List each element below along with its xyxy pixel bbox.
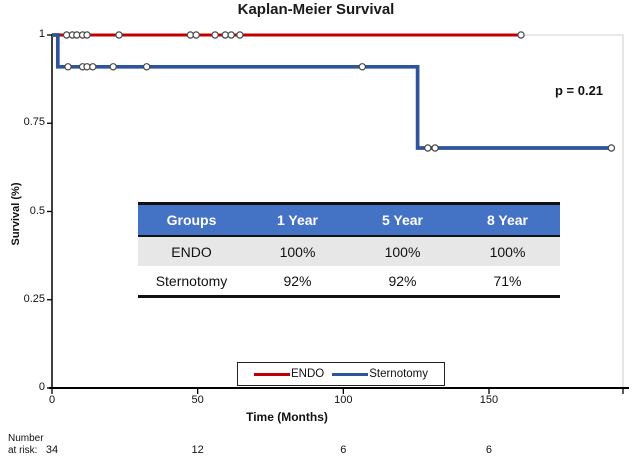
number-at-risk-label-line2: at risk: [8, 445, 38, 456]
table-cell-value: 71% [493, 272, 522, 289]
table-cell-value: 100% [489, 243, 526, 260]
table-header-8year: 8 Year [486, 212, 528, 228]
endo-line-swatch [253, 372, 290, 376]
x-tick-label: 0 [48, 394, 56, 406]
censor-mark-sternotomy [424, 144, 432, 152]
censor-mark-endo [115, 31, 123, 39]
legend-label-sternotomy: Sternotomy [369, 368, 429, 380]
table-row-sternotomy: Sternotomy 92% 92% 71% [138, 266, 560, 295]
summary-table-header: Groups 1 Year 5 Year 8 Year [138, 205, 560, 237]
number-at-risk-value: 6 [485, 444, 493, 456]
y-tick-label: 1 [38, 28, 45, 40]
legend-label-endo: ENDO [290, 368, 325, 380]
curve-sternotomy [52, 33, 612, 150]
number-at-risk-value: 6 [340, 444, 347, 456]
p-value-annotation: p = 0.21 [554, 83, 604, 98]
table-cell-value: 100% [384, 243, 421, 260]
legend-item-endo: ENDO [253, 368, 325, 380]
legend-item-sternotomy: Sternotomy [332, 368, 428, 380]
y-tick-label: 0 [38, 381, 45, 393]
x-tick-label: 100 [334, 394, 353, 406]
censor-mark-sternotomy [607, 144, 616, 152]
table-row-endo: ENDO 100% 100% 100% [138, 237, 560, 266]
censor-mark-endo [192, 31, 200, 39]
censor-mark-endo [211, 31, 219, 39]
chart-title: Kaplan-Meier Survival [237, 1, 395, 18]
censor-mark-sternotomy [89, 63, 97, 71]
table-header-groups: Groups [166, 212, 217, 228]
x-tick-label: 150 [479, 394, 499, 406]
table-cell-group: Sternotomy [155, 272, 228, 289]
number-at-risk-label: Number at risk: [8, 433, 44, 457]
censor-mark-sternotomy [109, 63, 117, 71]
censor-mark-sternotomy [431, 144, 439, 152]
table-header-5year: 5 Year [381, 212, 423, 228]
number-at-risk-value: 12 [191, 444, 204, 456]
legend: ENDO Sternotomy [237, 362, 445, 386]
y-tick-label: 0.25 [23, 292, 45, 305]
censor-mark-endo [83, 31, 91, 39]
number-at-risk-value: 34 [45, 444, 59, 456]
censor-mark-endo [236, 31, 244, 39]
censor-mark-endo [517, 31, 525, 39]
table-cell-value: 92% [283, 272, 312, 289]
table-cell-value: 92% [388, 272, 417, 289]
summary-table: Groups 1 Year 5 Year 8 Year ENDO 100% 10… [138, 202, 560, 298]
y-tick-label: 0.5 [29, 204, 45, 217]
x-axis-label: Time (Months) [246, 410, 328, 424]
y-tick-label: 0.75 [23, 116, 45, 129]
table-cell-value: 100% [279, 243, 316, 260]
censor-mark-sternotomy [358, 63, 366, 71]
table-cell-group: ENDO [171, 243, 212, 260]
sternotomy-line-swatch [332, 372, 369, 376]
censor-mark-endo [221, 31, 229, 39]
censor-mark-sternotomy [142, 63, 151, 71]
number-at-risk-label-line1: Number [8, 433, 44, 444]
x-tick-label: 50 [191, 394, 204, 406]
censor-mark-sternotomy [64, 63, 72, 71]
table-header-1year: 1 Year [276, 212, 318, 228]
censor-mark-endo [227, 31, 235, 39]
